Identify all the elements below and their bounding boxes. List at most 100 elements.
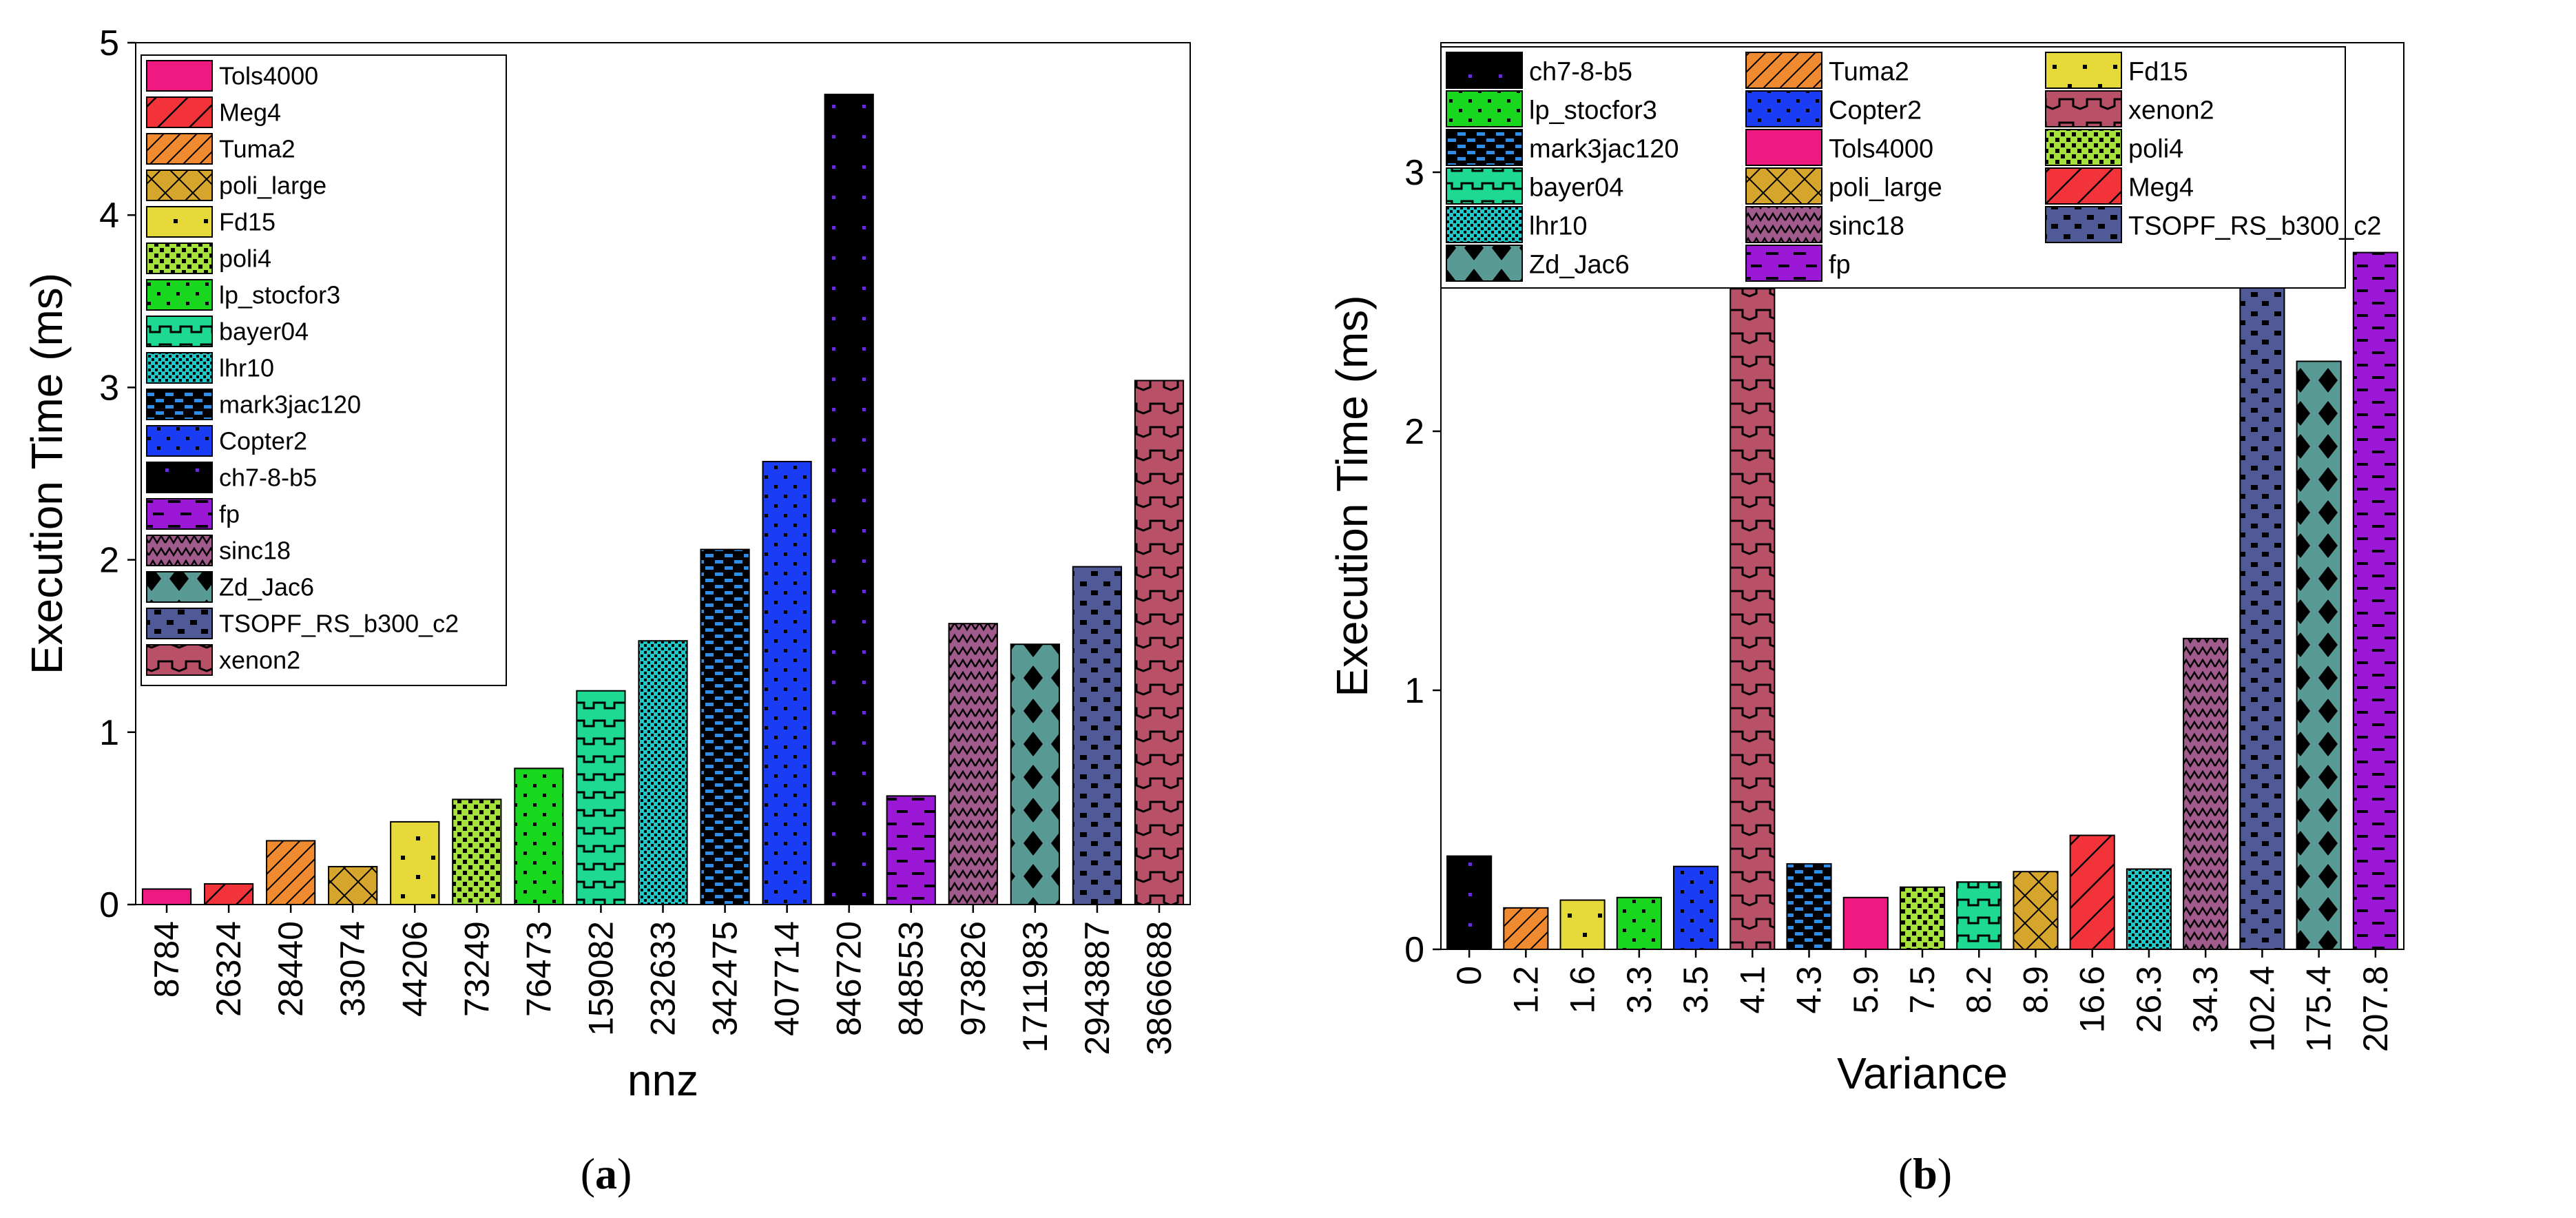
legend-label-bayer04: bayer04 <box>1529 174 1623 203</box>
bar-poli-large <box>2013 871 2059 950</box>
y-tick-label: 2 <box>1404 412 1424 452</box>
x-tick-label: 8784 <box>147 921 186 998</box>
y-axis-label: Execution Time (ms) <box>1327 295 1377 696</box>
legend-label-tuma2: Tuma2 <box>219 134 295 163</box>
x-tick-label: 1711983 <box>1016 921 1055 1053</box>
panel-a: 0 1 2 3 4 5 8784 26324 28440 33074 44206 73249 76473… <box>22 23 1191 1105</box>
bar-copter2 <box>1672 865 1719 951</box>
bar-zd-jac6 <box>2296 360 2342 950</box>
y-tick-label: 2 <box>99 541 119 581</box>
x-tick-label: 4.3 <box>1790 966 1829 1014</box>
legend-swatch-bayer04 <box>1446 167 1523 205</box>
bar-tsopf-rs-b300-c2 <box>2239 172 2285 950</box>
x-tick-label: 848553 <box>892 921 931 1036</box>
x-tick-label: 1.6 <box>1564 966 1602 1014</box>
bar-lp-stocfor3 <box>514 767 564 906</box>
x-tick-label: 26.3 <box>2130 966 2168 1033</box>
x-tick-label: 33074 <box>333 921 372 1017</box>
x-tick-label: 34.3 <box>2186 966 2225 1033</box>
legend-swatch-poli-large <box>1745 167 1822 205</box>
bar-lp-stocfor3 <box>1616 896 1662 951</box>
x-tick-label: 73249 <box>457 921 496 1017</box>
legend: Tols4000 Meg4 Tuma2 poli_large Fd15 poli4 lp_s… <box>141 54 507 686</box>
legend-swatch-lhr10 <box>1446 206 1523 243</box>
legend-label-sinc18: sinc18 <box>219 536 291 564</box>
legend-swatch-tuma2 <box>146 133 213 165</box>
x-tick-label: 8.2 <box>1960 966 1998 1014</box>
legend-swatch-zd-jac6 <box>1446 245 1523 282</box>
legend-label-lp-stocfor3: lp_stocfor3 <box>1529 96 1657 125</box>
legend-label-tuma2: Tuma2 <box>1829 58 1909 87</box>
bar-xenon2 <box>1134 380 1185 905</box>
legend-swatch-copter2 <box>146 425 213 457</box>
legend-box <box>1440 46 2346 289</box>
x-tick-label: 26324 <box>209 921 248 1017</box>
legend-label-fd15: Fd15 <box>2128 58 2188 87</box>
x-tick-label: 5.9 <box>1847 966 1885 1014</box>
bar-sinc18 <box>948 623 998 905</box>
legend-swatch-fp <box>146 498 213 530</box>
legend-label-poli-large: poli_large <box>219 171 326 199</box>
bar-zd-jac6 <box>1010 643 1060 905</box>
legend-label-zd-jac6: Zd_Jac6 <box>1529 251 1630 280</box>
legend-label-tols4000: Tols4000 <box>219 61 318 90</box>
caption-a: (a) <box>581 1149 632 1198</box>
legend-swatch-fd15 <box>2045 52 2122 89</box>
bar-meg4 <box>203 882 254 905</box>
legend-label-fp: fp <box>1829 251 1851 280</box>
legend-swatch-fp <box>1745 245 1822 282</box>
legend-label-bayer04: bayer04 <box>219 317 309 345</box>
bar-fp <box>886 795 936 906</box>
legend-label-meg4: Meg4 <box>2128 174 2194 203</box>
caption-b: (b) <box>1898 1149 1952 1198</box>
legend-swatch-poli4 <box>2045 129 2122 166</box>
legend-swatch-zd-jac6 <box>146 571 213 603</box>
legend-label-mark3jac120: mark3jac120 <box>219 390 361 418</box>
x-axis-label: nnz <box>627 1055 698 1105</box>
bar-tsopf-rs-b300-c2 <box>1072 566 1123 905</box>
legend-label-fd15: Fd15 <box>219 207 276 236</box>
y-axis-label: Execution Time (ms) <box>22 273 72 674</box>
x-tick-label: 232633 <box>644 921 683 1036</box>
legend-swatch-xenon2 <box>146 644 213 676</box>
legend-swatch-lhr10 <box>146 352 213 384</box>
y-tick-label: 1 <box>1404 671 1424 711</box>
x-tick-label: 175.4 <box>2300 966 2338 1052</box>
legend-label-tols4000: Tols4000 <box>1829 135 1933 164</box>
bar-bayer04 <box>576 690 626 905</box>
x-tick-label: 207.8 <box>2356 966 2395 1052</box>
x-tick-label: 407714 <box>768 921 807 1036</box>
bar-poli4 <box>452 798 502 906</box>
x-tick-label: 76473 <box>519 921 558 1017</box>
y-tick-label: 3 <box>99 368 119 408</box>
panel-b: 0 1 2 3 0 1.2 1.6 3.3 3.5 4.1 4.3 5.9 7.5 8.2 8.9 16.6 2… <box>1327 42 2404 1098</box>
x-tick-label: 846720 <box>830 921 869 1036</box>
legend-swatch-sinc18 <box>146 535 213 566</box>
bar-meg4 <box>2069 834 2115 951</box>
legend-swatch-tsopf-rs-b300-c2 <box>2045 206 2122 243</box>
legend-label-copter2: Copter2 <box>1829 96 1922 125</box>
legend-swatch-poli4 <box>146 242 213 274</box>
bar-fp <box>2352 251 2398 950</box>
bar-fd15 <box>1559 899 1606 951</box>
x-tick-label: 8.9 <box>2016 966 2055 1014</box>
bar-ch7-8-b5 <box>1446 855 1493 951</box>
legend-swatch-lp-stocfor3 <box>1446 90 1523 127</box>
x-tick-label: 44206 <box>395 921 434 1017</box>
legend-swatch-sinc18 <box>1745 206 1822 243</box>
legend-label-zd-jac6: Zd_Jac6 <box>219 572 314 601</box>
x-tick-label: 0 <box>1450 966 1488 985</box>
legend-swatch-mark3jac120 <box>146 389 213 420</box>
bar-mark3jac120 <box>700 548 750 905</box>
x-tick-label: 159082 <box>581 921 620 1036</box>
legend-swatch-ch7-8-b5 <box>146 462 213 493</box>
x-tick-label: 1.2 <box>1506 966 1545 1014</box>
bar-fd15 <box>390 820 440 906</box>
legend-label-tsopf-rs-b300-c2: TSOPF_RS_b300_c2 <box>219 609 459 637</box>
legend-label-tsopf-rs-b300-c2: TSOPF_RS_b300_c2 <box>2128 212 2382 241</box>
bar-poli4 <box>1899 886 1946 951</box>
x-tick-label: 102.4 <box>2243 966 2281 1052</box>
legend-swatch-bayer04 <box>146 316 213 347</box>
x-tick-label: 973826 <box>954 921 993 1036</box>
